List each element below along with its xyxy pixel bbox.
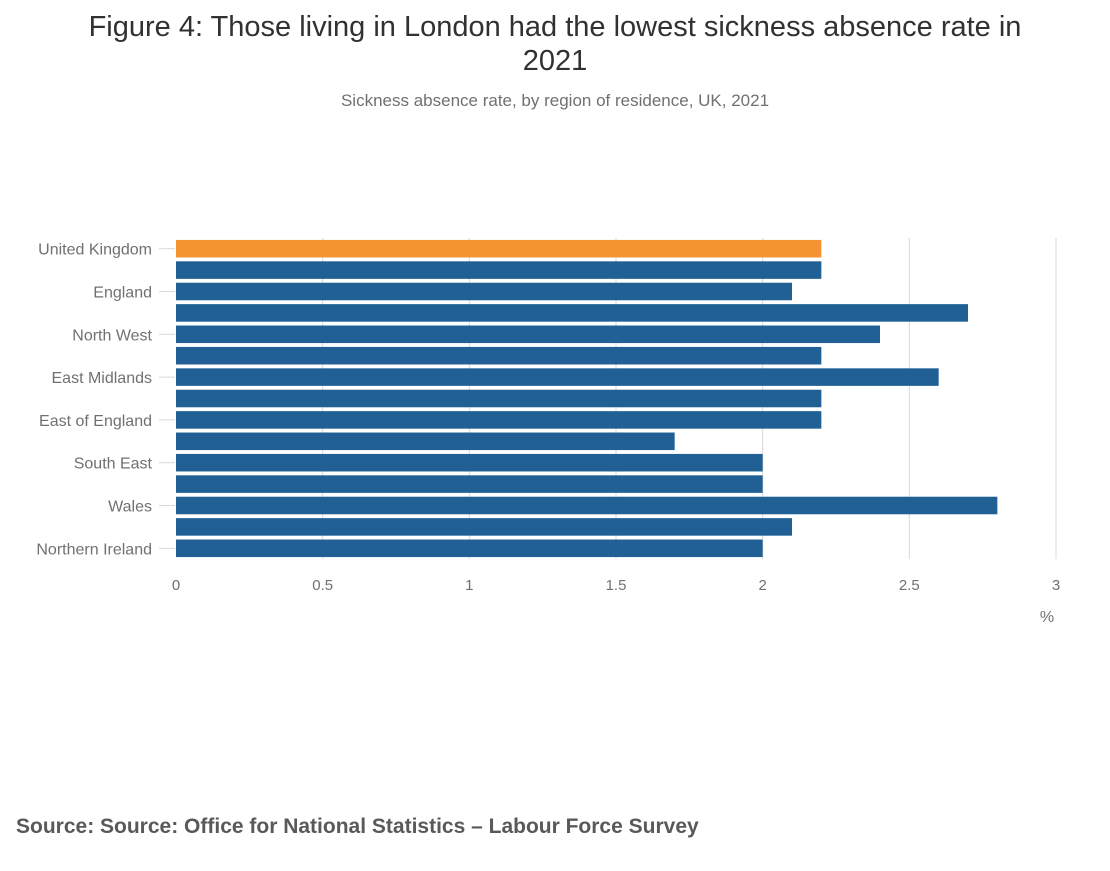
y-tick-label: East of England	[39, 413, 152, 430]
bar-northern-ireland[interactable]	[176, 539, 763, 558]
bar-north-west[interactable]	[176, 325, 880, 344]
bar-east-of-england[interactable]	[176, 411, 822, 429]
y-tick-label: North West	[72, 327, 152, 344]
x-tick-label: 2.5	[899, 577, 920, 594]
bar-east-midlands[interactable]	[176, 368, 939, 386]
bar-layer	[176, 239, 998, 558]
y-tick-label: East Midlands	[52, 370, 153, 387]
y-tick-label: England	[93, 285, 152, 302]
y-tick-label: Northern Ireland	[36, 541, 152, 558]
x-tick-label: 1.5	[606, 577, 627, 594]
source-note: Source: Source: Office for National Stat…	[16, 815, 699, 838]
bar-south-east[interactable]	[176, 453, 763, 472]
bar-london-greater-[interactable]	[176, 432, 675, 451]
y-axis-labels: United Kingdom England North West East Midl…	[36, 242, 175, 558]
x-tick-label: 2	[758, 577, 766, 594]
x-tick-label: 1	[465, 577, 473, 594]
bar-west-midlands[interactable]	[176, 389, 822, 408]
chart-title: Figure 4: Those living in London had the…	[88, 11, 1022, 77]
bar-south-west[interactable]	[176, 475, 763, 493]
bar-england[interactable]	[176, 282, 792, 301]
x-axis-label: %	[1040, 609, 1054, 626]
bar-scotland[interactable]	[176, 518, 792, 536]
bar-united-kingdom[interactable]	[176, 239, 822, 258]
bar-london[interactable]	[176, 304, 968, 322]
x-tick-label: 0	[172, 577, 180, 594]
x-axis-ticks: 0 0.5 1 1.5 2 2.5 3	[172, 577, 1060, 594]
y-tick-label: United Kingdom	[38, 242, 152, 259]
bar-wales[interactable]	[176, 496, 998, 515]
x-tick-label: 0.5	[312, 577, 333, 594]
x-tick-label: 3	[1052, 577, 1060, 594]
y-tick-label: Wales	[108, 499, 152, 516]
y-tick-label: South East	[74, 456, 153, 473]
chart-subtitle: Sickness absence rate, by region of resi…	[340, 91, 770, 110]
bar-yorkshire-and-the-humber[interactable]	[176, 346, 822, 365]
bar-north-east[interactable]	[176, 261, 822, 279]
